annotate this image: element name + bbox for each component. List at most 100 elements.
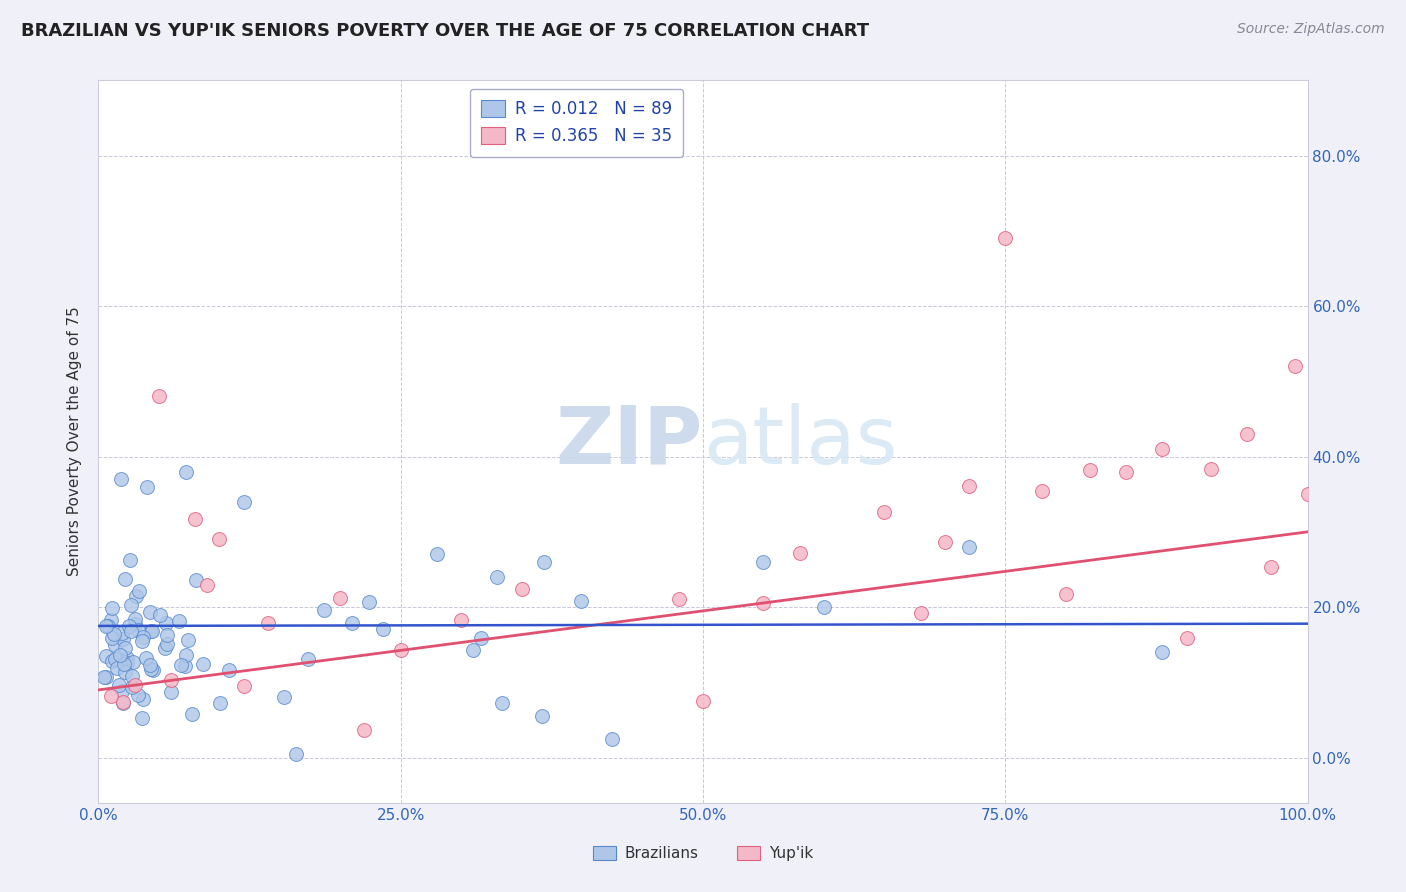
Point [136, 480, 159, 494]
Point [450, 613, 472, 627]
Point [297, 652, 319, 666]
Point [329, 591, 352, 606]
Point [353, 723, 375, 738]
Point [159, 684, 181, 698]
Point [149, 608, 172, 623]
Point [139, 657, 162, 672]
Point [121, 669, 143, 683]
Point [114, 640, 136, 655]
Point [1031, 484, 1053, 499]
Text: Source: ZipAtlas.com: Source: ZipAtlas.com [1237, 22, 1385, 37]
Point [1199, 462, 1222, 476]
Point [139, 662, 162, 676]
Point [491, 696, 513, 710]
Point [94, 619, 117, 633]
Point [994, 231, 1017, 245]
Point [569, 594, 592, 608]
Point [1152, 442, 1174, 456]
Point [114, 665, 136, 679]
Point [389, 643, 412, 657]
Point [101, 601, 124, 615]
Point [111, 626, 134, 640]
Point [195, 578, 218, 592]
Point [156, 637, 179, 651]
Point [155, 616, 177, 631]
Point [1236, 427, 1258, 442]
Point [1284, 359, 1306, 374]
Point [232, 494, 254, 508]
Point [692, 694, 714, 708]
Point [510, 582, 533, 597]
Point [114, 572, 136, 586]
Point [139, 605, 162, 619]
Point [135, 651, 157, 665]
Point [118, 619, 141, 633]
Point [127, 623, 149, 637]
Point [218, 663, 240, 677]
Point [170, 657, 193, 672]
Text: atlas: atlas [703, 402, 897, 481]
Point [530, 709, 553, 723]
Point [141, 624, 163, 639]
Point [118, 552, 141, 566]
Point [94, 670, 117, 684]
Point [111, 695, 134, 709]
Point [101, 631, 124, 645]
Point [184, 512, 207, 526]
Legend: Brazilians, Yup'ik: Brazilians, Yup'ik [586, 840, 820, 867]
Point [232, 679, 254, 693]
Point [108, 678, 131, 692]
Point [873, 505, 896, 519]
Point [273, 690, 295, 704]
Point [486, 570, 509, 584]
Point [127, 688, 149, 702]
Point [284, 747, 307, 762]
Point [1054, 586, 1077, 600]
Point [131, 634, 153, 648]
Point [111, 632, 134, 646]
Point [256, 615, 278, 630]
Point [910, 606, 932, 620]
Point [93, 669, 115, 683]
Point [342, 616, 364, 631]
Point [110, 472, 132, 486]
Point [191, 657, 214, 672]
Point [957, 479, 980, 493]
Point [174, 465, 197, 479]
Point [1152, 645, 1174, 659]
Point [128, 584, 150, 599]
Y-axis label: Seniors Poverty Over the Age of 75: Seniors Poverty Over the Age of 75 [67, 307, 83, 576]
Point [208, 696, 231, 710]
Point [125, 589, 148, 603]
Point [463, 642, 485, 657]
Point [174, 648, 197, 663]
Point [1296, 487, 1319, 501]
Point [813, 600, 835, 615]
Point [103, 627, 125, 641]
Point [668, 592, 690, 607]
Point [1115, 465, 1137, 479]
Point [124, 617, 146, 632]
Point [357, 595, 380, 609]
Point [934, 534, 956, 549]
Point [111, 684, 134, 698]
Text: ZIP: ZIP [555, 402, 703, 481]
Point [120, 624, 142, 638]
Point [173, 659, 195, 673]
Point [426, 548, 449, 562]
Point [120, 598, 142, 612]
Point [100, 689, 122, 703]
Point [117, 656, 139, 670]
Point [957, 540, 980, 554]
Point [371, 622, 394, 636]
Point [156, 628, 179, 642]
Point [181, 706, 204, 721]
Point [148, 389, 170, 403]
Point [752, 596, 775, 610]
Point [602, 731, 624, 746]
Point [101, 654, 124, 668]
Point [112, 696, 135, 710]
Point [184, 573, 207, 587]
Point [104, 652, 127, 666]
Point [122, 655, 145, 669]
